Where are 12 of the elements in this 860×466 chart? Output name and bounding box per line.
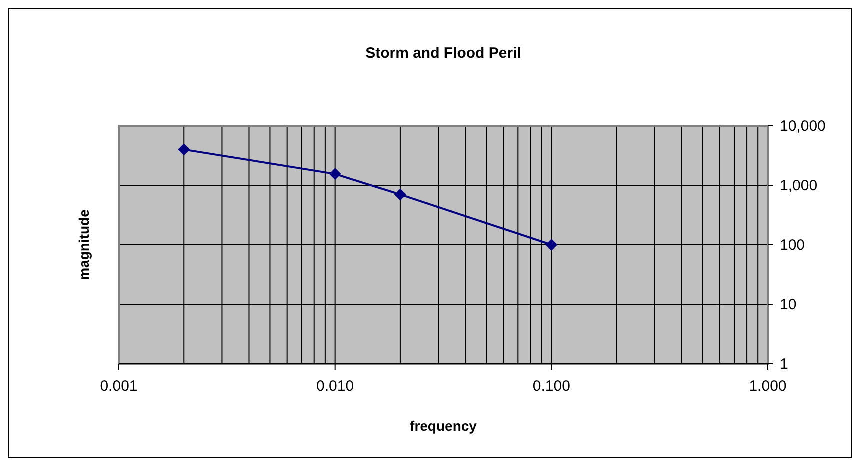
x-axis-title: frequency [410, 418, 478, 434]
x-tick-label: 0.010 [316, 378, 354, 395]
y-tick-label: 100 [780, 237, 806, 254]
x-tick-label: 0.100 [532, 378, 570, 395]
y-tick-label: 10,000 [780, 118, 826, 135]
y-axis-title: magnitude [76, 209, 92, 280]
y-tick-label: 1,000 [780, 178, 818, 194]
chart-title: Storm and Flood Peril [366, 45, 522, 62]
y-tick-label: 10 [780, 296, 797, 314]
y-tick-label: 1 [780, 356, 788, 373]
x-tick-label: 0.001 [100, 378, 138, 395]
x-tick-label: 1.000 [749, 378, 787, 395]
